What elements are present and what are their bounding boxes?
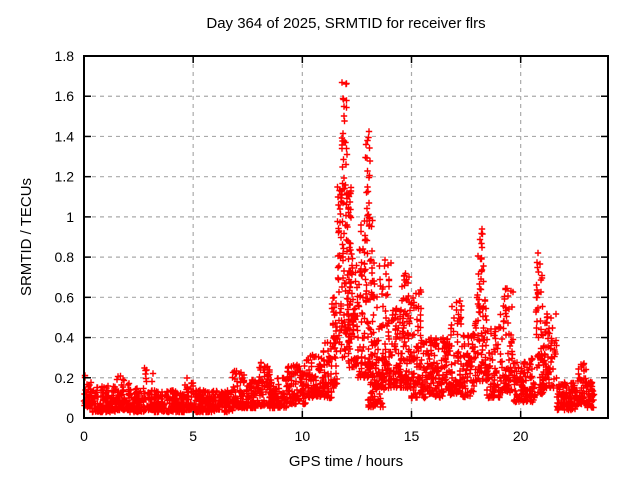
- x-tick-label: 0: [80, 428, 88, 444]
- x-axis-label: GPS time / hours: [289, 453, 403, 470]
- x-tick-label: 10: [295, 428, 311, 444]
- y-tick-label: 0.6: [55, 289, 75, 305]
- y-tick-label: 0: [66, 410, 74, 426]
- y-tick-label: 1.8: [55, 48, 75, 64]
- y-axis-label: SRMTID / TECUs: [18, 178, 35, 296]
- scatter-series: [80, 79, 598, 416]
- y-tick-label: 1.2: [55, 169, 75, 185]
- y-tick-label: 0.8: [55, 249, 75, 265]
- y-tick-label: 0.2: [55, 370, 75, 386]
- tick-label-layer: 0 5 10 15 20 0 0.2 0.4 0.6 0.8 1 1.2 1.4 1.6 1.8: [55, 48, 529, 444]
- scatter-points: [80, 79, 598, 416]
- x-tick-label: 5: [189, 428, 197, 444]
- x-tick-label: 15: [404, 428, 420, 444]
- y-tick-label: 0.4: [55, 330, 75, 346]
- y-tick-label: 1: [66, 209, 74, 225]
- y-tick-label: 1.4: [55, 128, 75, 144]
- chart-title: Day 364 of 2025, SRMTID for receiver flr…: [206, 15, 485, 32]
- plot-border: [83, 55, 609, 419]
- y-tick-label: 1.6: [55, 88, 75, 104]
- x-tick-label: 20: [513, 428, 529, 444]
- axes-frame: [83, 55, 609, 419]
